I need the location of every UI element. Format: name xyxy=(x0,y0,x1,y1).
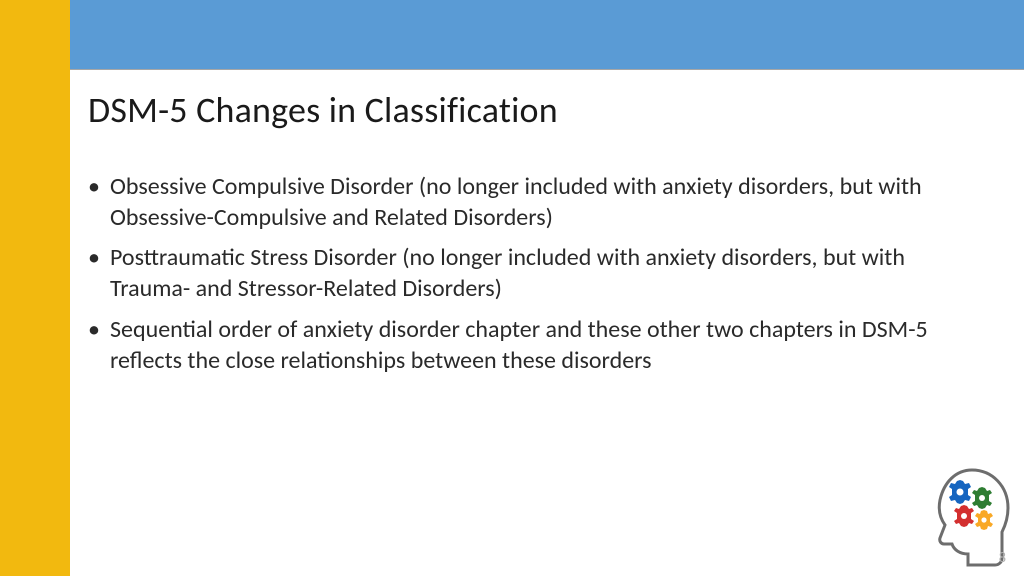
gear-icon xyxy=(972,487,992,509)
bullet-item: Obsessive Compulsive Disorder (no longer… xyxy=(88,172,984,233)
bullet-list: Obsessive Compulsive Disorder (no longer… xyxy=(88,172,984,376)
bullet-item: Sequential order of anxiety disorder cha… xyxy=(88,315,984,376)
page-number: 8 xyxy=(999,549,1006,566)
gear-icon xyxy=(975,510,993,530)
sidebar-accent xyxy=(0,0,70,576)
topbar-accent xyxy=(70,0,1024,70)
gear-icon xyxy=(954,505,974,527)
bullet-item: Posttraumatic Stress Disorder (no longer… xyxy=(88,243,984,304)
slide: DSM-5 Changes in Classification Obsessiv… xyxy=(0,0,1024,576)
gear-icon xyxy=(949,480,971,504)
head-outline-icon xyxy=(939,470,1008,565)
slide-title: DSM-5 Changes in Classification xyxy=(88,88,984,132)
horizontal-divider xyxy=(70,69,1024,70)
content-area: DSM-5 Changes in Classification Obsessiv… xyxy=(88,88,984,386)
